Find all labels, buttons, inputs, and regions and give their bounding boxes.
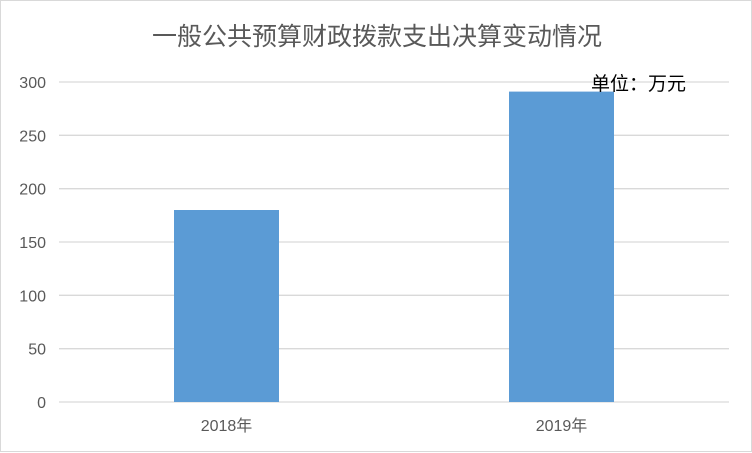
y-tick-label: 300 [19, 75, 46, 92]
chart-title: 一般公共预算财政拨款支出决算变动情况 [151, 22, 602, 51]
y-tick-label: 150 [19, 235, 46, 252]
x-tick-label: 2018年 [201, 417, 253, 435]
y-tick-label: 0 [37, 395, 46, 412]
bar [509, 91, 614, 402]
y-tick-label: 200 [19, 182, 46, 199]
y-tick-label: 100 [19, 288, 46, 305]
bar [174, 210, 279, 402]
y-tick-label: 250 [19, 128, 46, 145]
x-tick-label: 2019年 [536, 417, 588, 435]
y-tick-label: 50 [28, 342, 46, 359]
unit-note: 单位：万元 [591, 73, 687, 95]
